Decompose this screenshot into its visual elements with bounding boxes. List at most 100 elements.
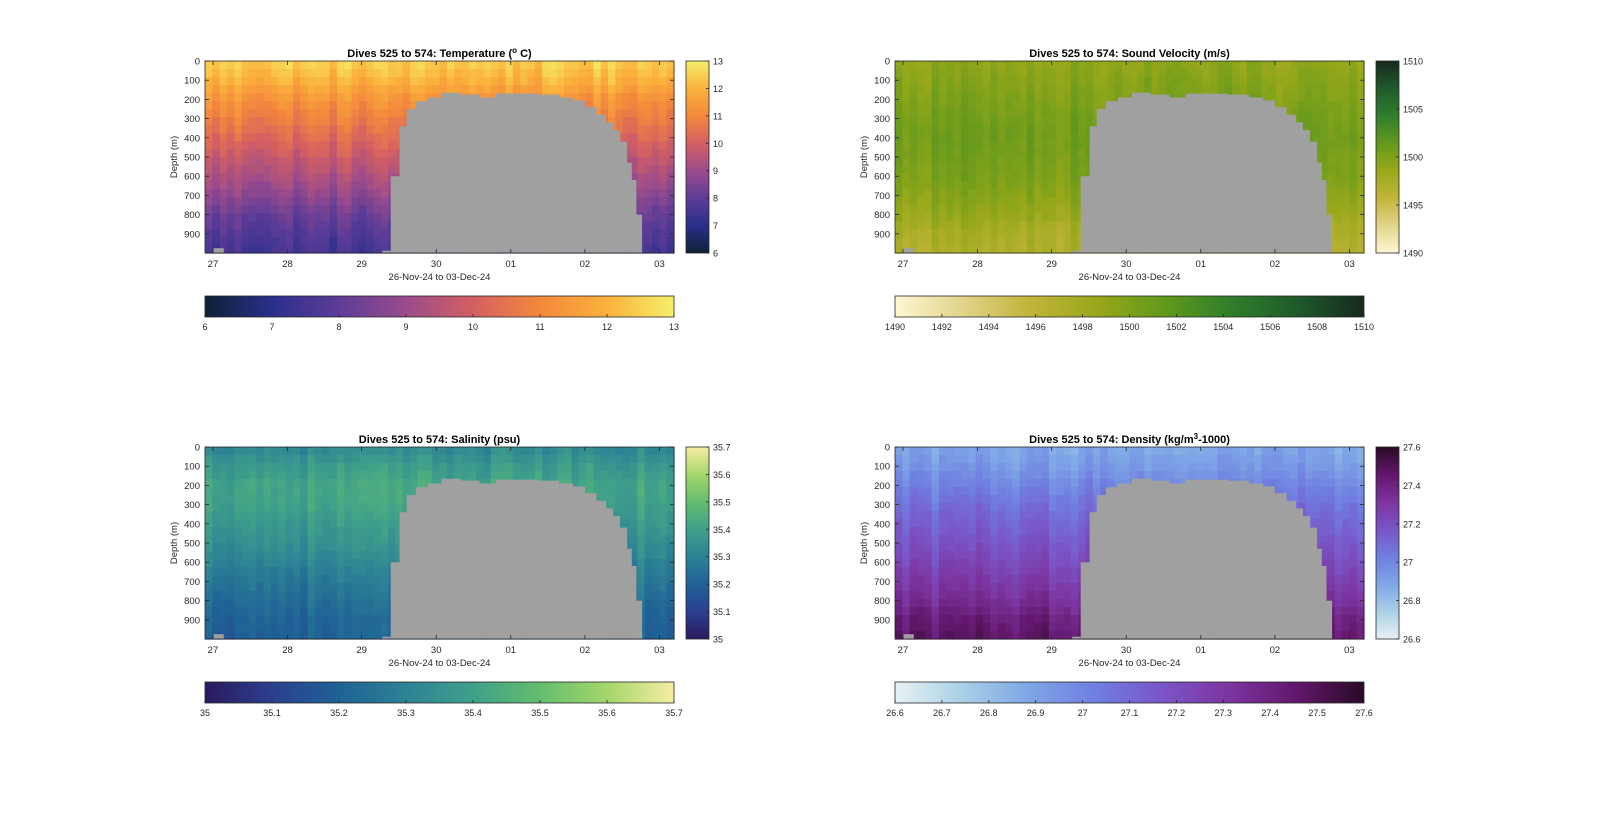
heatmap-cell [1180,69,1189,78]
heatmap-cell [1026,85,1035,94]
heatmap-cell [549,455,558,464]
heatmap-cell [212,551,221,560]
heatmap-cell [241,599,250,608]
heatmap-cell [417,93,426,102]
heatmap-cell [902,615,911,624]
heatmap-cell [241,455,250,464]
heatmap-cell [593,69,602,78]
heatmap-cell [608,109,616,118]
heatmap-cell [1327,125,1336,134]
heatmap-cell [270,455,279,464]
heatmap-cell [336,623,345,632]
heatmap-cell [336,511,345,520]
heatmap-cell [975,93,984,102]
heatmap-cell [380,503,389,512]
heatmap-cell [666,447,675,456]
heatmap-cell [307,213,316,222]
heatmap-cell [916,503,925,512]
heatmap-cell [388,141,397,150]
x-tick-label: 02 [580,259,591,270]
heatmap-cell [373,519,382,528]
heatmap-cell [975,213,984,222]
heatmap-cell [322,133,331,142]
heatmap-cell [909,527,918,536]
heatmap-cell [1019,101,1028,110]
heatmap-cell [270,165,279,174]
heatmap-cell [205,157,213,166]
heatmap-cell [395,479,404,488]
heatmap-cell [1320,77,1328,86]
heatmap-cell [975,173,984,182]
heatmap-cell [1356,141,1365,150]
heatmap-cell [270,559,279,568]
heatmap-cell [278,551,287,560]
heatmap-cell [666,607,675,616]
heatmap-cell [344,599,353,608]
heatmap-cell [1334,157,1343,166]
heatmap-cell [600,109,609,118]
heatmap-cell [241,77,250,86]
heatmap-cell [975,77,984,86]
heatmap-cell [997,93,1006,102]
heatmap-cell [946,205,955,214]
heatmap-cell [960,173,969,182]
heatmap-cell [1026,165,1035,174]
heatmap-cell [1034,157,1043,166]
heatmap-cell [285,447,294,456]
heatmap-cell [652,93,660,102]
heatmap-cell [1100,77,1109,86]
heatmap-cell [1327,69,1336,78]
heatmap-cell [1320,157,1328,166]
heatmap-cell [300,165,309,174]
heatmap-cell [968,197,977,206]
x-axis-label: 26-Nov-24 to 03-Dec-24 [1079,272,1181,283]
heatmap-cell [468,85,477,94]
heatmap-cell [380,117,389,126]
heatmap-cell [351,125,360,134]
heatmap-cell [637,447,646,456]
heatmap-cell [990,181,999,190]
heatmap-cell [270,181,279,190]
heatmap-cell [358,61,367,70]
heatmap-cell [990,165,999,174]
heatmap-cell [615,69,624,78]
heatmap-cell [527,463,536,472]
heatmap-cell [1004,181,1013,190]
heatmap-cell [278,85,287,94]
heatmap-cell [600,101,609,110]
heatmap-cell [292,599,301,608]
heatmap-cell [1026,237,1035,246]
heatmap-cell [1078,125,1087,134]
heatmap-cell [1070,77,1079,86]
heatmap-cell [226,141,235,150]
heatmap-cell [1356,157,1365,166]
heatmap-cell [285,575,294,584]
heatmap-cell [366,583,375,592]
heatmap-cell [902,221,911,230]
heatmap-cell [285,543,294,552]
x-tick-label: 02 [580,645,591,656]
heatmap-cell [205,591,213,600]
heatmap-cell [461,85,470,94]
heatmap-cell [292,157,301,166]
heatmap-cell [1305,85,1314,94]
heatmap-cell [329,527,338,536]
x-axis-label: 26-Nov-24 to 03-Dec-24 [389,272,491,283]
heatmap-cell [270,157,279,166]
chart-title-end: C) [517,48,532,60]
heatmap-cell [417,77,426,86]
heatmap-cell [1217,61,1226,70]
heatmap-cell [490,69,499,78]
heatmap-cell [953,197,962,206]
heatmap-cell [916,117,925,126]
y-tick-label: 700 [184,191,200,202]
heatmap-cell [300,487,309,496]
heatmap-cell [278,471,287,480]
heatmap-cell [366,93,375,102]
heatmap-cell [314,519,323,528]
heatmap-cell [1356,133,1365,142]
heatmap-cell [1334,205,1343,214]
heatmap-cell [248,93,257,102]
heatmap-cell [615,447,624,456]
heatmap-cell [300,599,309,608]
